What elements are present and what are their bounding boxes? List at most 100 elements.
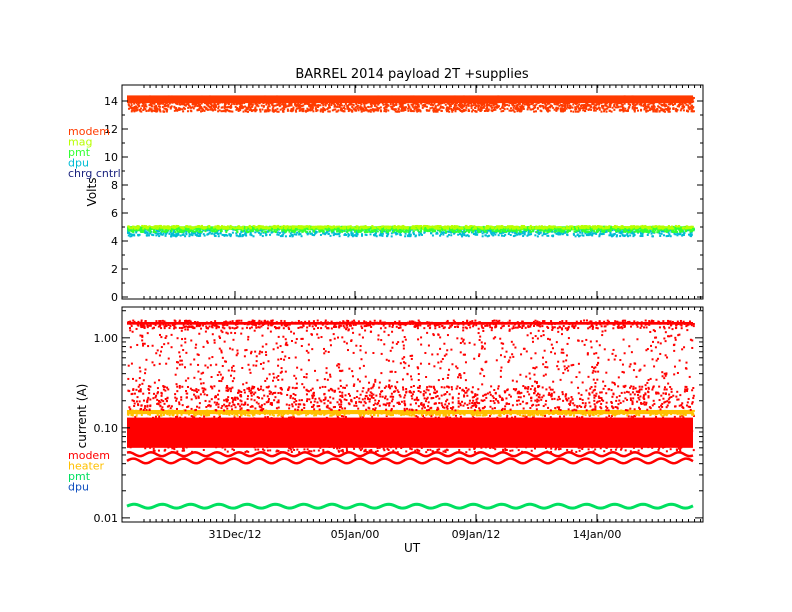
modem-voltage-point [390, 95, 393, 98]
dpu-voltage-point [681, 234, 684, 237]
modem-voltage-point [646, 99, 649, 102]
mag-voltage-point [646, 227, 649, 230]
pmt-voltage-point [161, 227, 164, 230]
modem-voltage-point [336, 97, 339, 100]
modem-voltage-point [480, 95, 483, 98]
dpu-voltage-point [239, 232, 242, 235]
mag-voltage-point [255, 225, 258, 228]
modem-voltage-point [411, 99, 414, 102]
modem-voltage-point [592, 95, 595, 98]
pmt-voltage-point [373, 230, 376, 233]
mag-voltage-point [319, 225, 322, 228]
modem-voltage-point [312, 98, 315, 101]
mag-voltage-point [486, 227, 489, 230]
modem-voltage-point [490, 96, 493, 99]
dpu-voltage-point [160, 233, 163, 236]
modem-voltage-point [672, 98, 675, 101]
pmt-voltage-point [338, 230, 341, 233]
dpu-voltage-point [158, 232, 161, 235]
modem-voltage-point [129, 96, 132, 99]
modem-voltage-point [354, 99, 357, 102]
dpu-voltage-point [261, 235, 264, 238]
modem-voltage-point [386, 101, 389, 104]
modem-voltage-point [443, 97, 446, 100]
mag-voltage-point [487, 225, 490, 228]
mag-voltage-point [445, 226, 448, 229]
mag-voltage-point [513, 227, 516, 230]
modem-voltage-point [654, 99, 657, 102]
dpu-voltage-point [611, 229, 614, 232]
dpu-voltage-point [690, 231, 693, 234]
mag-voltage-point [326, 225, 329, 228]
modem-voltage-point [563, 101, 566, 104]
mag-voltage-point [392, 225, 395, 228]
mag-voltage-point [177, 225, 180, 228]
mag-voltage-point [420, 225, 423, 228]
mag-voltage-point [384, 226, 387, 229]
modem-voltage-point [145, 97, 148, 100]
pmt-voltage-point [494, 230, 497, 233]
mag-voltage-point [226, 225, 229, 228]
dpu-voltage-point [327, 232, 330, 235]
pmt-voltage-point [688, 229, 691, 232]
pmt-voltage-point [211, 230, 214, 233]
mag-voltage-point [474, 225, 477, 228]
modem-voltage-point [631, 95, 634, 98]
dpu-voltage-point [347, 234, 350, 237]
modem-voltage-point [665, 97, 668, 100]
pmt-voltage-point [443, 228, 446, 231]
pmt-voltage-point [341, 230, 344, 233]
modem-voltage-point [687, 98, 690, 101]
modem-voltage-point [532, 100, 535, 103]
modem-voltage-point [494, 97, 497, 100]
mag-voltage-point [639, 225, 642, 228]
dpu-voltage-point [155, 229, 158, 232]
modem-voltage-point [137, 100, 140, 103]
dpu-voltage-point [450, 231, 453, 234]
modem-voltage-point [361, 101, 364, 104]
pmt-voltage-point [583, 229, 586, 232]
modem-voltage-point [664, 95, 667, 98]
dpu-voltage-point [615, 235, 618, 238]
pmt-voltage-point [671, 230, 674, 233]
modem-voltage-point [371, 99, 374, 102]
dpu-voltage-point [527, 231, 530, 234]
pmt-voltage-point [165, 230, 168, 233]
pmt-voltage-point [657, 230, 660, 233]
modem-voltage-point [215, 97, 218, 100]
dpu-voltage-point [503, 234, 506, 237]
modem-voltage-point [586, 98, 589, 101]
pmt-voltage-point [347, 229, 350, 232]
mag-voltage-point [235, 226, 238, 229]
dpu-voltage-point [447, 230, 450, 233]
mag-voltage-point [241, 227, 244, 230]
modem-voltage-point [374, 97, 377, 100]
modem-voltage-point [577, 96, 580, 99]
dpu-voltage-point [404, 232, 407, 235]
pmt-voltage-point [313, 228, 316, 231]
modem-voltage-point [265, 98, 268, 101]
dpu-voltage-point [229, 235, 232, 238]
pmt-voltage-point [573, 225, 576, 228]
dpu-voltage-point [244, 232, 247, 235]
modem-voltage-point [315, 99, 318, 102]
pmt-voltage-point [543, 230, 546, 233]
mag-voltage-point [127, 225, 130, 228]
modem-voltage-point [675, 110, 678, 113]
mag-voltage-point [587, 227, 590, 230]
pmt-voltage-point [526, 229, 529, 232]
modem-voltage-point [562, 97, 565, 100]
dpu-voltage-point [361, 234, 364, 237]
pmt-voltage-point [500, 228, 503, 231]
modem-voltage-point [658, 99, 661, 102]
pmt-voltage-point [423, 227, 426, 230]
dpu-voltage-point [616, 234, 619, 237]
modem-voltage-point [243, 102, 246, 105]
modem-voltage-point [427, 96, 430, 99]
modem-voltage-point [337, 95, 340, 98]
dpu-voltage-point [613, 233, 616, 236]
modem-voltage-point [399, 99, 402, 102]
dpu-voltage-point [574, 235, 577, 238]
dpu-voltage-point [206, 229, 209, 232]
mag-voltage-point [222, 227, 225, 230]
